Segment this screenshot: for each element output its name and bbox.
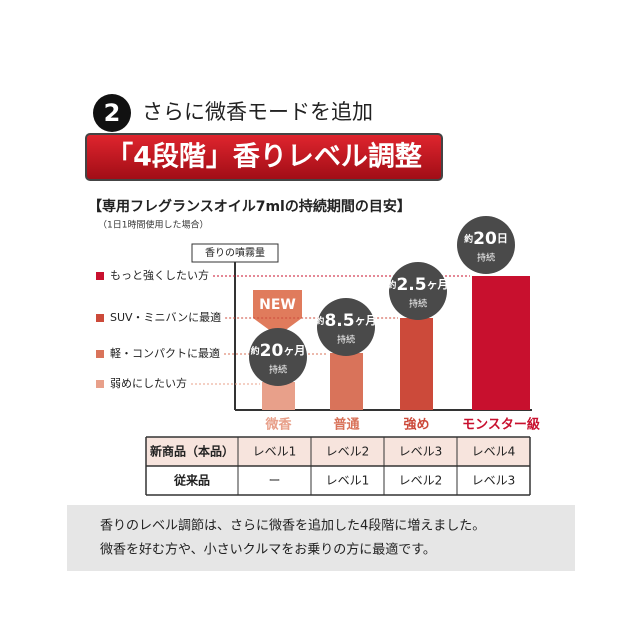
bar <box>400 318 433 410</box>
table-cell: レベル2 <box>326 445 370 459</box>
category-label: 微香 <box>264 417 292 433</box>
axis-label: 香りの噴霧量 <box>205 247 265 259</box>
table-row <box>146 466 530 495</box>
bubble <box>457 216 515 274</box>
table-cell: ー <box>268 474 280 488</box>
category-label: 普通 <box>333 417 359 433</box>
bubble <box>249 328 307 386</box>
bubble <box>389 262 447 320</box>
bubble-amount: 20 <box>473 229 497 249</box>
table-cell: レベル1 <box>326 474 370 488</box>
bubble <box>317 298 375 356</box>
bubble-unit: ヶ月 <box>427 278 449 291</box>
bubble-value: 約8.5ヶ月 <box>315 311 376 331</box>
bubble-unit: ヶ月 <box>355 314 377 327</box>
level-marker <box>96 380 104 388</box>
axis-label-box <box>191 243 279 263</box>
bar <box>330 353 363 410</box>
table-cell: レベル1 <box>253 445 297 459</box>
footer-line: 微香を好む方や、小さいクルマをお乗りの方に最適です。 <box>100 542 436 558</box>
new-badge: NEW <box>259 297 296 313</box>
bar <box>472 276 530 410</box>
level-label: 弱めにしたい方 <box>110 376 187 390</box>
level-marker <box>96 350 104 358</box>
bubble-amount: 2.5 <box>396 275 426 295</box>
table-cell: 従来品 <box>173 473 210 488</box>
category-label: 強め <box>403 417 429 433</box>
bubble-note: 持続 <box>337 334 355 346</box>
badge <box>93 94 131 132</box>
level-marker <box>96 314 104 322</box>
table-row <box>146 437 530 466</box>
table-cell: レベル3 <box>472 474 516 488</box>
section-note: （1日1時間使用した場合） <box>98 219 208 231</box>
bubble-amount: 20 <box>260 341 284 361</box>
header-title: さらに微香モードを追加 <box>142 100 373 124</box>
new-arrow <box>253 290 302 336</box>
bubble-unit: ヶ月 <box>283 344 305 357</box>
bubble-amount: 8.5 <box>324 311 354 331</box>
table-cell: 新商品（本品） <box>150 444 234 459</box>
bubble-value: 約20ヶ月 <box>251 341 306 361</box>
table-cell: レベル4 <box>472 445 516 459</box>
bubble-prefix: 約 <box>315 315 324 327</box>
bubble-value: 約20日 <box>464 229 508 249</box>
footer-box <box>67 505 575 571</box>
table-cell: レベル3 <box>399 445 443 459</box>
footer-line: 香りのレベル調節は、さらに微香を追加した4段階に増えました。 <box>100 518 485 534</box>
bubble-value: 約2.5ヶ月 <box>387 275 448 295</box>
level-label: 軽・コンパクトに最適 <box>110 346 220 360</box>
badge-number: 2 <box>104 99 121 127</box>
bar <box>262 382 295 410</box>
banner <box>85 133 443 181</box>
bubble-prefix: 約 <box>387 279 396 291</box>
bubble-unit: 日 <box>497 232 508 245</box>
banner-text: 「4段階」香りレベル調整 <box>106 141 422 173</box>
level-label: もっと強くしたい方 <box>110 268 209 282</box>
bubble-prefix: 約 <box>251 345 260 357</box>
table-cell: レベル2 <box>399 474 443 488</box>
bubble-note: 持続 <box>477 252 495 264</box>
category-label: モンスター級 <box>462 417 540 433</box>
level-label: SUV・ミニバンに最適 <box>110 310 221 324</box>
bubble-prefix: 約 <box>464 233 473 245</box>
level-marker <box>96 272 104 280</box>
bubble-note: 持続 <box>269 364 287 376</box>
section-title: 【専用フレグランスオイル7mlの持続期間の目安】 <box>88 198 411 215</box>
bubble-note: 持続 <box>409 298 427 310</box>
